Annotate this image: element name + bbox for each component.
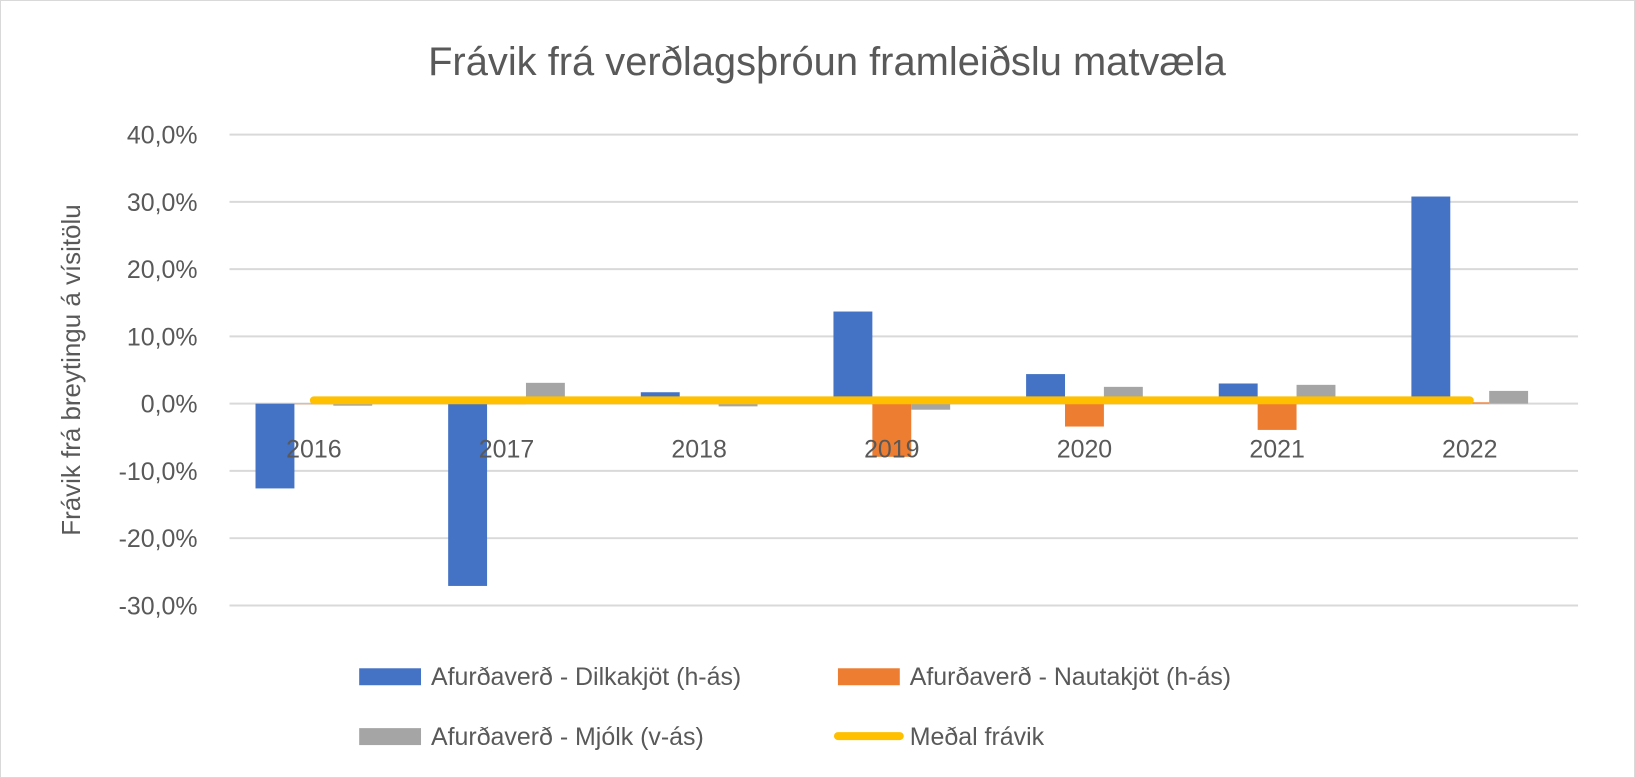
legend-swatch [837,668,900,686]
legend-swatch [359,668,422,686]
bar-mjólk-2018 [718,403,758,407]
x-tick-label: 2022 [1442,436,1497,464]
legend-swatch [359,728,422,746]
bar-dilkakjöt-2016 [255,403,295,489]
legend-label: Meðal frávik [910,723,1045,751]
bar-nautakjöt-2020 [1065,403,1104,427]
x-tick-label: 2020 [1057,436,1112,464]
y-tick-label: 10,0% [127,323,198,351]
y-tick-label: -20,0% [119,525,198,553]
bar-nautakjöt-2021 [1257,403,1297,430]
y-tick-label: 0,0% [141,391,198,419]
x-tick-label: 2021 [1249,436,1304,464]
bar-mjólk-2016 [333,403,373,406]
x-tick-label: 2018 [671,436,726,464]
bar-mjólk-2019 [911,403,951,410]
y-tick-label: 20,0% [127,256,198,284]
y-axis-label: Frávik frá breytingu á vísitölu [58,204,86,535]
y-tick-label: -10,0% [119,458,198,486]
bar-dilkakjöt-2017 [448,403,488,586]
bar-dilkakjöt-2019 [833,311,873,404]
legend-label: Afurðaverð - Mjólk (v-ás) [431,723,704,751]
legend-label: Afurðaverð - Dilkakjöt (h-ás) [431,663,741,691]
y-tick-label: 40,0% [127,122,198,150]
bar-dilkakjöt-2022 [1411,196,1451,404]
legend-label: Afurðaverð - Nautakjöt (h-ás) [910,663,1231,691]
bar-mjólk-2022 [1489,390,1529,404]
x-tick-label: 2016 [286,436,341,464]
x-tick-label: 2019 [864,436,919,464]
bar-nautakjöt-2019 [872,403,912,457]
chart-title: Frávik frá verðlagsþróun framleiðslu mat… [428,40,1227,84]
y-tick-label: 30,0% [127,189,198,217]
x-tick-label: 2017 [479,436,534,464]
y-tick-label: -30,0% [119,592,198,620]
